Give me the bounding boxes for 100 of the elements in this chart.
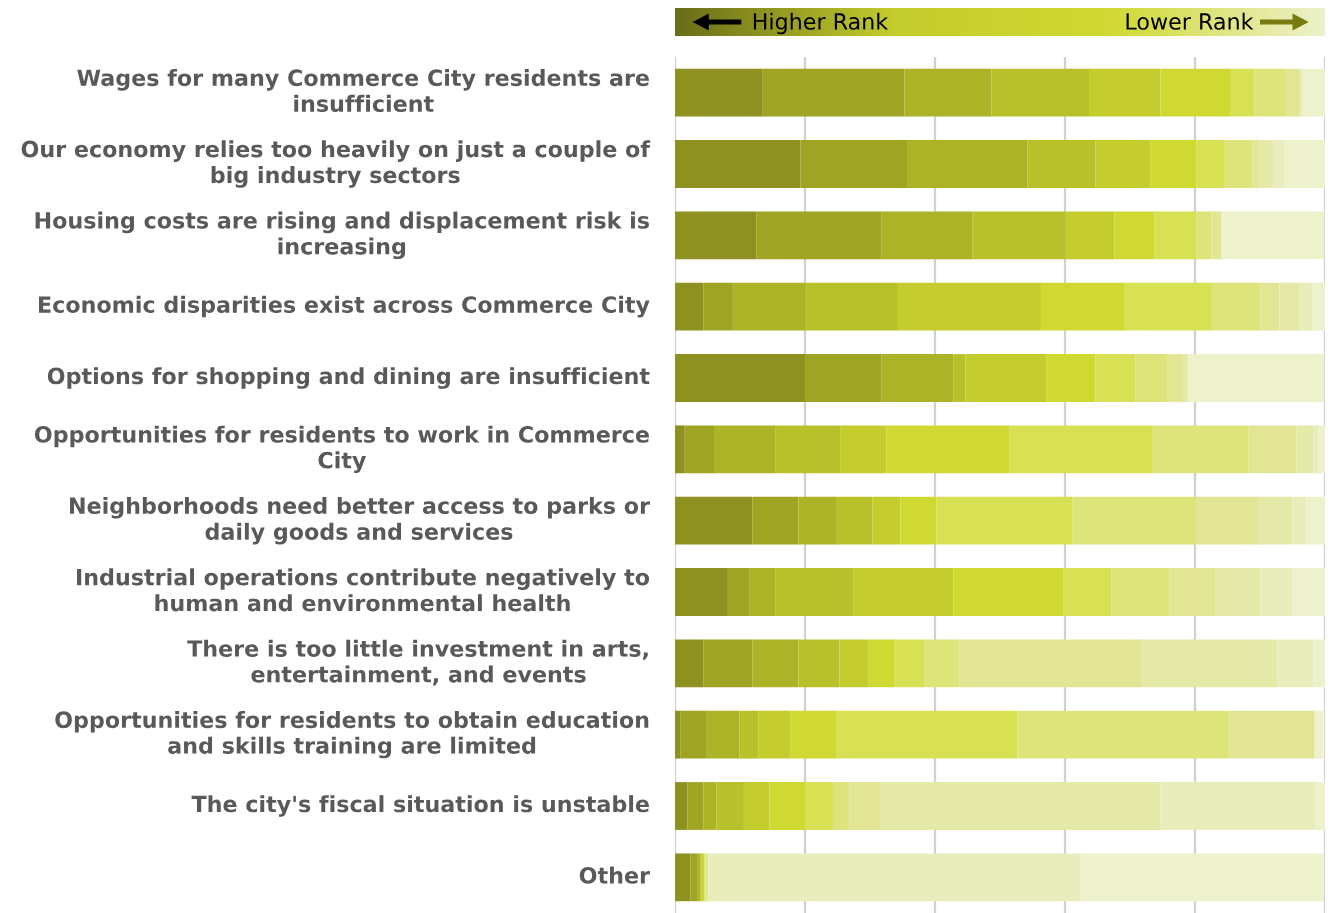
bar	[687, 782, 704, 830]
bar	[1260, 568, 1293, 616]
bar	[756, 211, 882, 260]
bar	[881, 354, 954, 402]
bar	[714, 425, 776, 474]
bar	[805, 782, 833, 830]
bar	[1292, 496, 1307, 545]
bar	[1195, 496, 1259, 545]
bar	[703, 639, 753, 688]
bar	[1040, 282, 1125, 331]
bar	[1196, 211, 1212, 260]
bar	[1046, 354, 1096, 402]
bar	[1215, 568, 1261, 616]
bar	[1169, 568, 1216, 616]
bar	[675, 782, 688, 830]
bar	[1277, 639, 1314, 688]
y-tick-label: Housing costs are rising and displacement risk is increasing	[35, 211, 649, 260]
bar	[1313, 639, 1325, 688]
bar	[675, 68, 763, 117]
bar	[1248, 425, 1297, 474]
bar	[1114, 211, 1155, 260]
bar	[675, 211, 757, 260]
y-tick-label: Our economy relies too heavily on just a couple of big industry sectors	[21, 140, 651, 188]
bar	[1315, 782, 1325, 830]
bar	[1196, 140, 1225, 188]
bar	[886, 425, 1010, 474]
bar	[923, 639, 960, 688]
bar	[684, 425, 714, 474]
bar	[1222, 211, 1325, 260]
bar	[675, 425, 685, 474]
bar	[849, 782, 882, 830]
bar	[706, 710, 740, 759]
bar	[1152, 425, 1249, 474]
bar	[1313, 425, 1319, 474]
bar	[790, 710, 837, 759]
bar	[1135, 354, 1168, 402]
bar	[769, 782, 805, 830]
bar	[800, 140, 908, 188]
bar	[1160, 68, 1231, 117]
bar	[1009, 425, 1153, 474]
bar	[1182, 354, 1188, 402]
bar	[675, 140, 801, 188]
y-tick-label: Wages for many Commerce City residents are insufficient	[77, 68, 649, 113]
bar	[675, 568, 727, 616]
bar	[675, 853, 691, 902]
bar	[1296, 425, 1314, 474]
bar	[1299, 282, 1313, 331]
bar	[1284, 140, 1325, 188]
bar	[936, 496, 1073, 545]
y-tick-label: Neighborhoods need better access to parks or daily goods and services	[70, 496, 650, 545]
bar	[1187, 354, 1325, 402]
bar	[708, 853, 1081, 902]
bar	[904, 68, 992, 117]
bar	[1260, 282, 1280, 331]
bar	[1318, 425, 1325, 474]
bar	[732, 282, 805, 331]
bar	[907, 140, 1028, 188]
bar	[836, 710, 1018, 759]
y-tick-label: Industrial operations contribute negatively to human and environmental health	[77, 568, 650, 612]
text: Higher Rank	[753, 12, 889, 35]
bar	[1306, 496, 1325, 545]
bar	[959, 639, 1142, 688]
bar	[1154, 211, 1197, 260]
bar	[690, 853, 698, 902]
bar	[1211, 211, 1222, 260]
bar	[1224, 140, 1253, 188]
bar	[1314, 710, 1324, 759]
bar	[675, 710, 681, 759]
bar	[1252, 140, 1259, 188]
bar	[1160, 782, 1316, 830]
bar	[1302, 68, 1325, 117]
bar	[1017, 710, 1229, 759]
bar	[798, 496, 837, 545]
bar	[953, 568, 1064, 616]
bar	[1292, 568, 1325, 616]
y-tick-label: Options for shopping and dining are insufficient	[47, 367, 650, 389]
bar	[1124, 282, 1212, 331]
bar	[703, 282, 733, 331]
bar	[1312, 282, 1325, 331]
bar	[894, 639, 924, 688]
bar	[703, 782, 717, 830]
bar	[881, 211, 973, 260]
bar	[680, 710, 707, 759]
bar	[1258, 140, 1273, 188]
y-tick-label: There is too little investment in arts, entertainment, and events	[187, 639, 648, 686]
bar	[881, 782, 1161, 830]
bar	[868, 639, 895, 688]
y-tick-label: Economic disparities exist across Commerce City	[39, 295, 650, 318]
y-tick-label: Opportunities for residents to work in Commerce City	[34, 425, 649, 474]
bar	[675, 354, 805, 402]
bar	[1230, 68, 1255, 117]
bar	[1211, 282, 1261, 331]
bar	[752, 639, 799, 688]
bar	[1072, 496, 1196, 545]
bar	[1258, 496, 1293, 545]
bar	[1254, 68, 1286, 117]
bar	[752, 496, 799, 545]
bar	[805, 354, 882, 402]
bar	[1279, 282, 1299, 331]
y-tick-label: Other	[579, 866, 650, 884]
